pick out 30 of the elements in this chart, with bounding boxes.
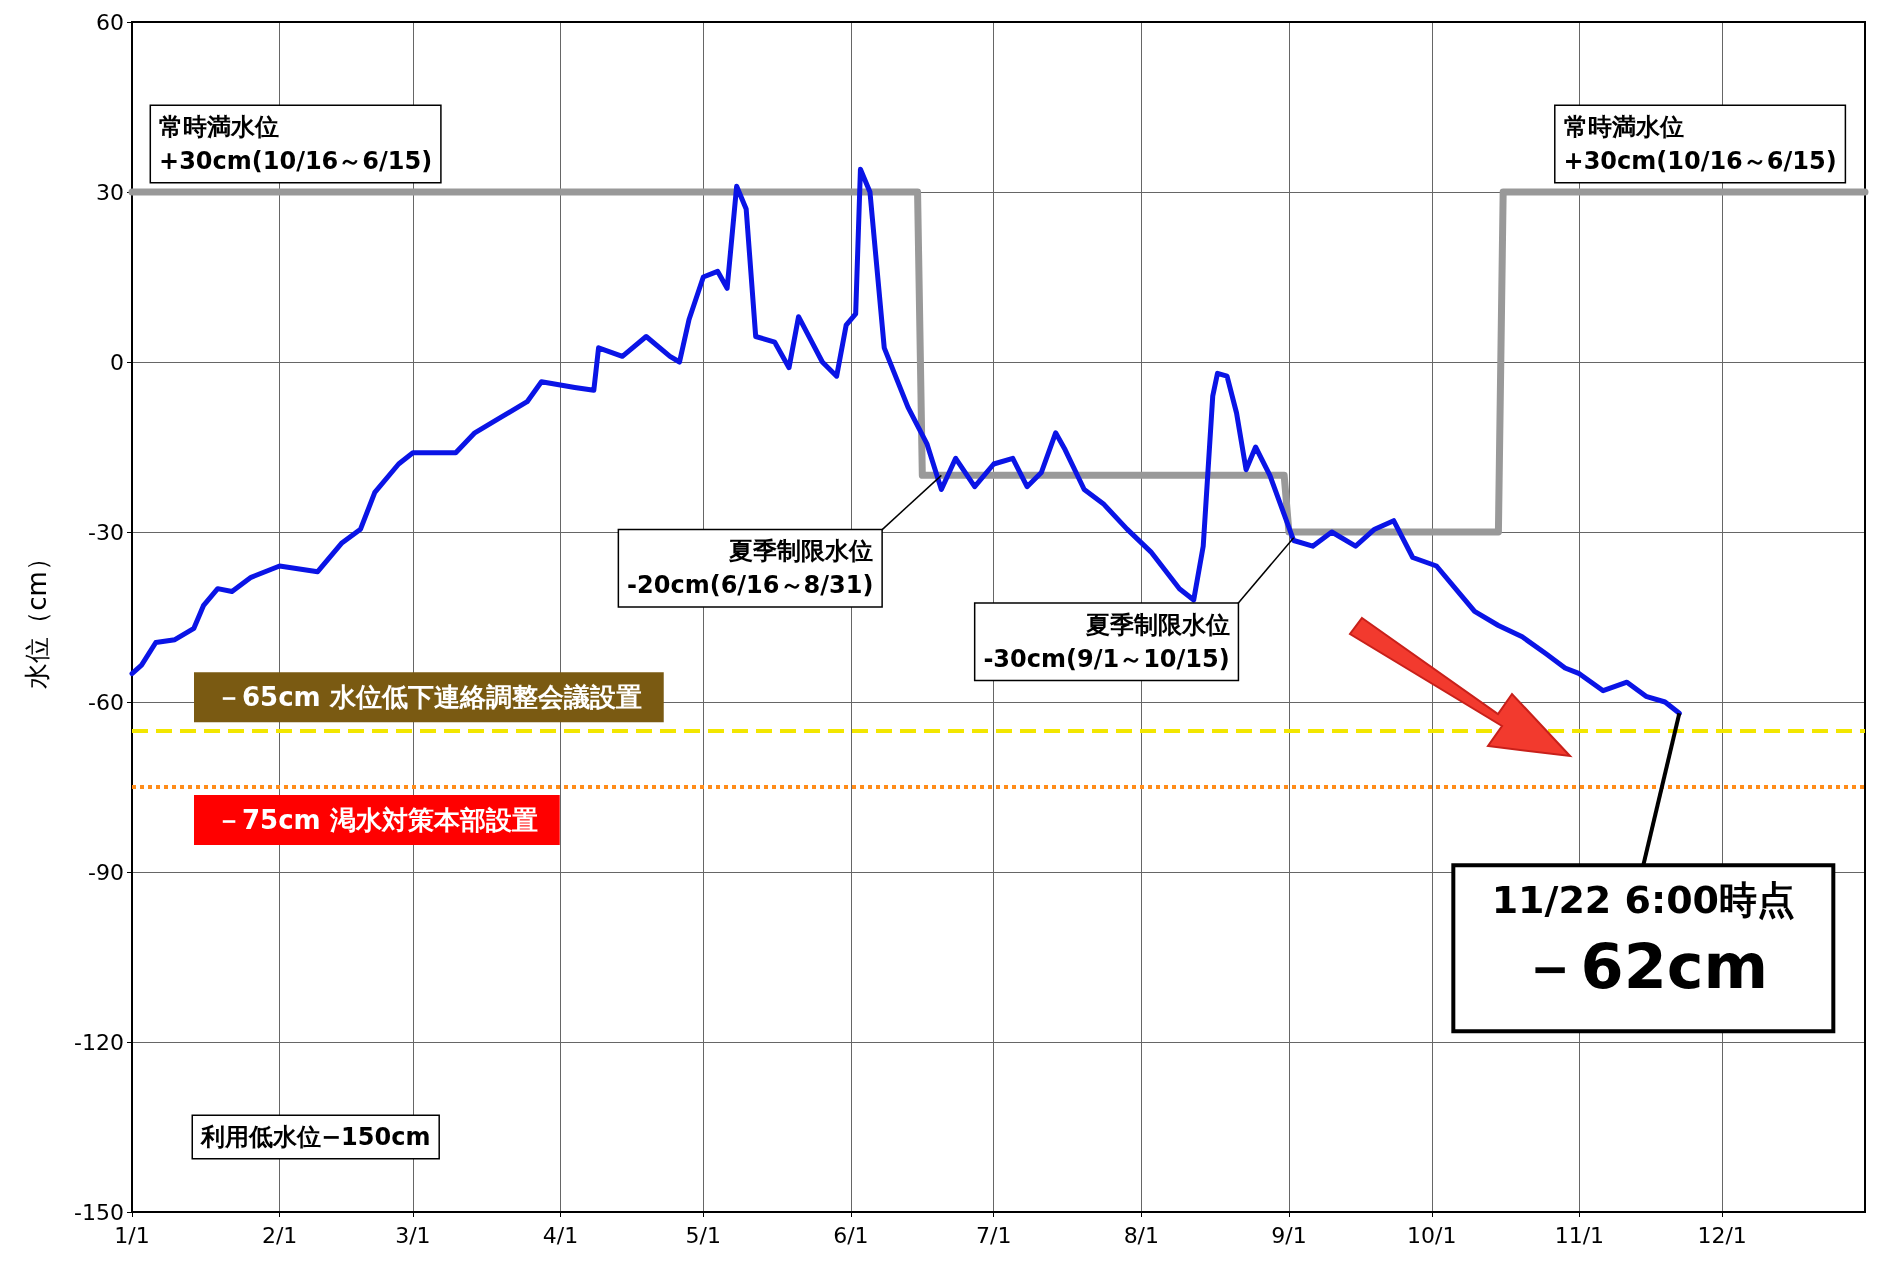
x-tick-label: 1/1 [114, 1222, 150, 1248]
x-tick-label: 3/1 [395, 1222, 431, 1248]
annotation: －62cm [1518, 929, 1769, 1003]
x-tick-label: 7/1 [976, 1222, 1012, 1248]
annotation: 夏季制限水位 -20cm(6/16～8/31) [627, 537, 874, 600]
y-tick-label: -60 [88, 689, 124, 715]
ref-line-label: －65cm 水位低下連絡調整会議設置 [216, 682, 642, 713]
annotation: 11/22 6:00時点 [1491, 878, 1796, 923]
annotation: 常時満水位 +30cm(10/16～6/15) [1563, 113, 1837, 175]
annotation: 利用低水位−150cm [200, 1123, 431, 1151]
annotation: 常時満水位 +30cm(10/16～6/15) [159, 113, 433, 175]
x-tick-label: 2/1 [261, 1222, 298, 1248]
x-tick-label: 10/1 [1407, 1222, 1457, 1248]
y-axis-title: 水位（cm） [22, 545, 52, 689]
ref-line-label: －75cm 渇水対策本部設置 [216, 805, 538, 835]
x-tick-label: 9/1 [1271, 1222, 1307, 1248]
annotation: 夏季制限水位 -30cm(9/1～10/15) [983, 610, 1230, 673]
x-tick-label: 5/1 [685, 1222, 722, 1248]
x-tick-label: 6/1 [833, 1222, 869, 1248]
y-tick-label: -30 [88, 519, 124, 545]
y-tick-label: -90 [88, 859, 124, 885]
y-tick-label: -150 [74, 1199, 124, 1225]
x-tick-label: 12/1 [1697, 1222, 1747, 1248]
y-tick-label: 30 [96, 179, 124, 205]
x-tick-label: 8/1 [1123, 1222, 1160, 1248]
y-tick-label: 60 [96, 9, 124, 35]
x-tick-label: 11/1 [1554, 1222, 1605, 1248]
x-tick-label: 4/1 [542, 1222, 579, 1248]
y-tick-label: 0 [110, 349, 124, 375]
y-tick-label: -120 [74, 1029, 124, 1055]
